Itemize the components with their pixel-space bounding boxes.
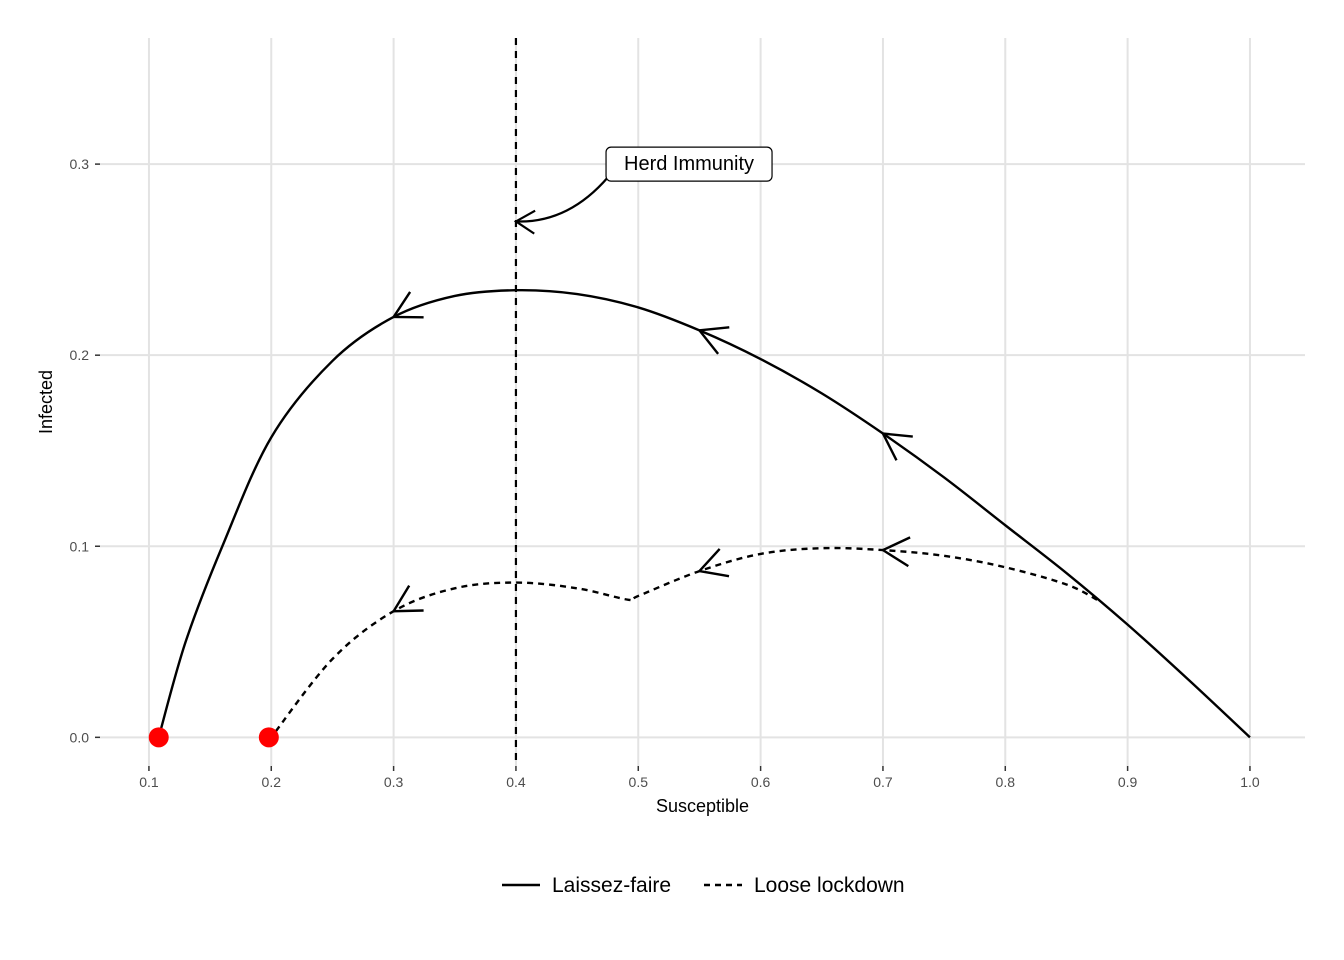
x-tick-label: 0.2	[262, 774, 282, 790]
x-tick-label: 0.9	[1118, 774, 1138, 790]
y-axis-title: Infected	[36, 370, 56, 434]
series-line-loose-lockdown	[270, 546, 1098, 739]
y-tick-label: 0.3	[70, 156, 90, 172]
x-tick-label: 0.4	[506, 774, 526, 790]
direction-arrow	[391, 291, 424, 319]
direction-arrow	[697, 326, 730, 355]
legend: Laissez-faire Loose lockdown	[502, 874, 905, 897]
x-tick-label: 0.1	[139, 774, 159, 790]
direction-arrow	[880, 432, 913, 461]
x-tick-label: 1.0	[1240, 774, 1260, 790]
endpoint-marker	[258, 727, 279, 748]
endpoint-markers	[148, 727, 279, 748]
x-tick-label: 0.6	[751, 774, 771, 790]
x-axis-title: Susceptible	[656, 796, 749, 816]
annotation-arrow-curve	[515, 176, 609, 223]
y-tick-label: 0.1	[70, 538, 90, 554]
series-line-laissez-faire	[157, 288, 1251, 739]
x-axis-ticks: 0.1 0.2 0.3 0.4 0.5 0.6 0.7 0.8 0.9 1.0	[139, 766, 1260, 790]
direction-arrow	[391, 584, 424, 613]
x-tick-label: 0.3	[384, 774, 404, 790]
annotation-label-box	[605, 146, 773, 182]
y-axis-ticks: 0.0 0.1 0.2 0.3	[70, 156, 100, 745]
annotation-label: Herd Immunity	[624, 153, 754, 175]
annotation-arrow-head	[513, 209, 536, 235]
direction-arrow	[697, 548, 730, 578]
direction-arrow	[880, 536, 911, 568]
y-tick-label: 0.0	[70, 729, 90, 745]
x-tick-label: 0.8	[996, 774, 1016, 790]
x-tick-label: 0.7	[873, 774, 893, 790]
herd-immunity-annotation: Herd Immunity	[513, 146, 773, 235]
x-tick-label: 0.5	[629, 774, 649, 790]
legend-label: Loose lockdown	[754, 874, 905, 897]
endpoint-marker	[148, 727, 169, 748]
series-lines	[157, 288, 1251, 739]
legend-label: Laissez-faire	[552, 874, 671, 897]
direction-arrows	[391, 291, 913, 613]
y-tick-label: 0.2	[70, 347, 90, 363]
